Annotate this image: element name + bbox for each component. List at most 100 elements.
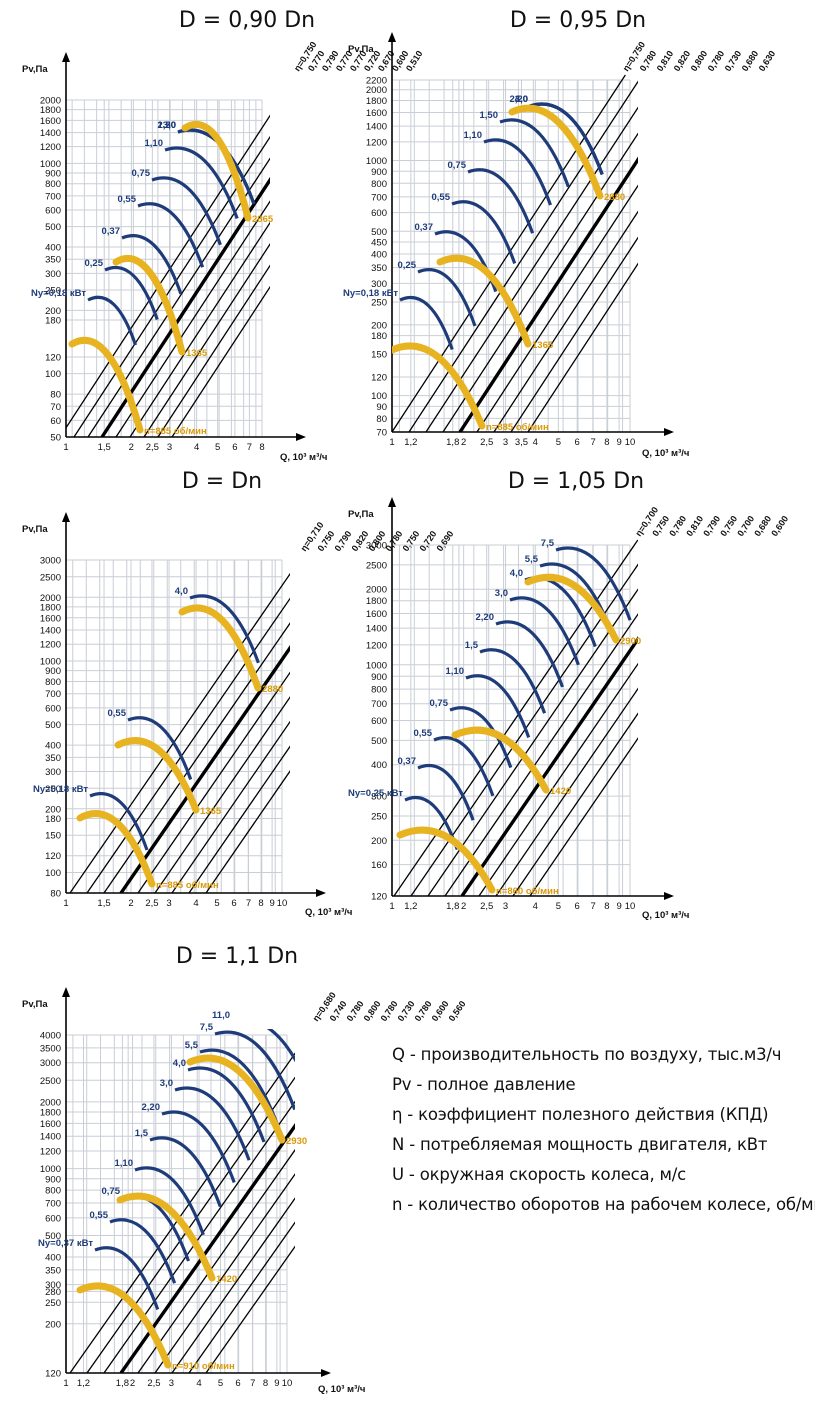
power-label: 4,0 [510, 568, 523, 579]
efficiency-line [66, 114, 270, 430]
y-tick-label: 120 [45, 353, 61, 364]
rpm-labels: n=885 об/мин 1365 2880 [486, 192, 625, 433]
efficiency-lines [69, 572, 290, 893]
y-tick-label: 3000 [40, 1058, 61, 1069]
rpm-curve [112, 254, 186, 356]
power-labels: Ny=0,18 кВт 0,55 4,0 [33, 586, 188, 795]
power-curve [433, 736, 495, 797]
power-labels: Ny=0,18 кВт0,250,370,550,751,101,502,203… [31, 120, 176, 299]
x-tick-label: 8 [604, 901, 609, 912]
efficiency-label: 0,560 [447, 999, 468, 1023]
y-tick-label: 1400 [40, 626, 61, 637]
chart-title: D = 1,05 Dn [508, 469, 644, 494]
efficiency-line [137, 671, 290, 893]
y-tick-label: 80 [376, 414, 387, 425]
y-tick-label: 1800 [40, 1107, 61, 1118]
x-tick-label: 5 [215, 442, 220, 453]
x-tick-label: 5 [556, 901, 561, 912]
x-tick-label: 8 [604, 437, 609, 448]
y-tick-label: 1600 [40, 613, 61, 624]
y-tick-label: 70 [376, 428, 387, 439]
power-curve [509, 596, 580, 666]
y-tick-label: 100 [45, 369, 61, 380]
efficiency-line [408, 80, 638, 432]
power-curve [174, 1086, 251, 1161]
power-label: 0,55 [108, 708, 127, 719]
rpm-label: n=910 об/мин [172, 1361, 235, 1372]
rpm-curves [76, 1054, 286, 1369]
efficiency-line [119, 644, 290, 893]
x-axis-label: Q, 10³ м³/ч [642, 910, 689, 921]
y-tick-label: 250 [45, 285, 61, 296]
x-tick-label: 3 [166, 898, 171, 909]
efficiency-line [205, 1245, 295, 1373]
power-label: 0,37 [415, 222, 434, 233]
power-curve [399, 295, 454, 351]
power-label: 0,75 [430, 698, 449, 709]
y-tick-label: 1000 [40, 656, 61, 667]
y-tick-label: 1600 [40, 116, 61, 127]
y-tick-label: 700 [371, 192, 387, 203]
power-curve [483, 138, 553, 206]
y-tick-label: 800 [371, 179, 387, 190]
y-tick-label: 250 [371, 811, 387, 822]
efficiency-label: 0,780 [667, 514, 688, 538]
y-tick-label: 3000 [40, 556, 61, 567]
y-tick-label: 2200 [366, 76, 387, 87]
y-tick-label: 100 [371, 391, 387, 402]
y-tick-label: 120 [45, 1369, 61, 1380]
y-tick-label: 400 [45, 741, 61, 752]
y-tick-label: 1200 [40, 142, 61, 153]
power-curve [451, 200, 517, 264]
power-curves [399, 102, 604, 351]
efficiency-line [476, 184, 638, 432]
efficiency-line [129, 221, 270, 437]
x-axis-arrow [321, 1369, 331, 1377]
efficiency-line [188, 1221, 295, 1373]
efficiency-line [529, 737, 638, 896]
efficiency-label: 0,680 [752, 514, 773, 538]
rpm-curve [114, 737, 200, 814]
rpm-curve [116, 1192, 216, 1282]
y-tick-label: 400 [371, 250, 387, 261]
x-axis-arrow [664, 428, 674, 436]
power-label: Ny=0,18 кВт [33, 784, 88, 795]
power-curve [465, 674, 531, 738]
rpm-curves [68, 120, 252, 434]
efficiency-label: 0,790 [701, 514, 722, 538]
y-tick-label: 1600 [40, 1119, 61, 1130]
y-tick-label: 500 [371, 736, 387, 747]
x-tick-label: 10 [282, 1378, 293, 1389]
power-curve [89, 792, 149, 851]
x-tick-label: 7 [590, 437, 595, 448]
y-tick-label: 1000 [40, 1164, 61, 1175]
y-tick-label: 2000 [40, 1097, 61, 1108]
y-tick-label: 1800 [40, 602, 61, 613]
power-label: 3,0 [163, 120, 176, 131]
y-tick-label: 250 [45, 784, 61, 795]
power-curve [149, 1136, 222, 1208]
y-tick-label: 4000 [40, 1031, 61, 1042]
efficiency-label: 0,780 [379, 999, 400, 1023]
y-tick-label: 900 [45, 1174, 61, 1185]
y-tick-label: 400 [45, 1252, 61, 1263]
efficiency-labels: η=0,6800,7400,7800,8000,7800,7300,7800,6… [311, 990, 468, 1023]
x-tick-label: 8 [263, 1378, 268, 1389]
y-tick-label: 600 [371, 208, 387, 219]
y-tick-label: 600 [45, 703, 61, 714]
x-tick-label: 3 [167, 442, 172, 453]
efficiency-labels: η=0,7500,7800,8100,8200,8000,7800,7300,6… [621, 40, 778, 73]
rpm-label: 1365 [200, 806, 222, 817]
efficiency-line [444, 613, 638, 896]
x-tick-label: 1,5 [97, 898, 110, 909]
rpm-curves [76, 604, 262, 888]
y-axis-label: Pv,Па [22, 524, 48, 535]
x-tick-label: 2,5 [146, 442, 159, 453]
power-curve [266, 1029, 295, 1063]
power-label: 2,20 [158, 120, 177, 131]
efficiency-label: 0,750 [718, 514, 739, 538]
rpm-label: 2900 [620, 636, 641, 647]
x-tick-label: 1,2 [77, 1378, 90, 1389]
efficiency-line [157, 264, 270, 437]
